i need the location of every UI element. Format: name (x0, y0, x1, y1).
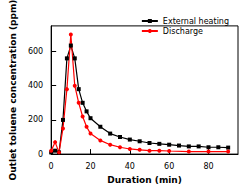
svg-text:20: 20 (85, 162, 95, 171)
svg-text:0: 0 (49, 162, 54, 171)
svg-text:External heating: External heating (163, 17, 229, 26)
svg-text:Discharge: Discharge (163, 27, 203, 36)
svg-text:Outlet toluene concentration (: Outlet toluene concentration (ppm) (8, 0, 18, 180)
svg-text:Duration (min): Duration (min) (107, 175, 182, 185)
svg-text:40: 40 (125, 162, 135, 171)
svg-text:80: 80 (203, 162, 213, 171)
svg-text:600: 600 (28, 47, 43, 56)
svg-text:400: 400 (28, 81, 43, 90)
svg-text:60: 60 (164, 162, 174, 171)
svg-text:0: 0 (38, 150, 43, 159)
svg-text:200: 200 (28, 115, 43, 124)
